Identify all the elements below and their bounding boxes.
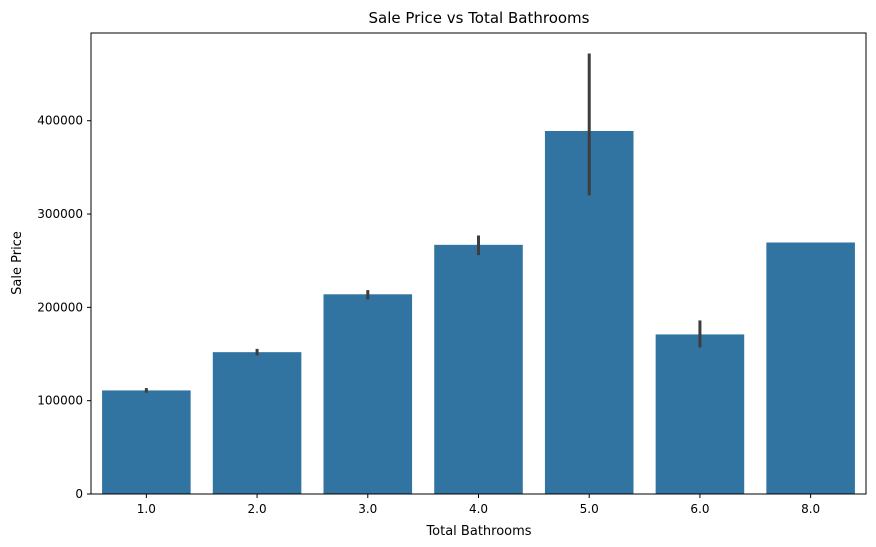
x-tick-label: 8.0 [801, 502, 820, 516]
x-tick-label: 4.0 [469, 502, 488, 516]
y-axis-title: Sale Price [10, 231, 25, 295]
y-tick-label: 300000 [37, 207, 83, 221]
bars-group [102, 130, 855, 494]
bar-3.0 [323, 294, 413, 494]
y-tick-label: 200000 [37, 300, 83, 314]
x-tick-label: 3.0 [358, 502, 377, 516]
plot-frame [90, 32, 867, 495]
y-tick-label: 0 [75, 487, 83, 501]
x-tick-label: 6.0 [690, 502, 709, 516]
x-axis-title: Total Bathrooms [425, 524, 531, 539]
bar-4.0 [434, 244, 523, 494]
x-tick-label: 5.0 [580, 502, 599, 516]
x-tick-label: 2.0 [248, 502, 267, 516]
x-axis: 1.0 2.0 3.0 4.0 5.0 6.0 8.0 [137, 494, 820, 516]
chart-title: Sale Price vs Total Bathrooms [369, 9, 590, 27]
bar-8.0 [766, 242, 855, 494]
bar-6.0 [655, 334, 745, 494]
bar-2.0 [212, 352, 302, 494]
error-bars-group [144, 53, 702, 393]
x-tick-label: 1.0 [137, 502, 156, 516]
bar-1.0 [102, 390, 191, 494]
y-tick-label: 100000 [37, 394, 83, 408]
y-axis: 0 100000 200000 300000 400000 [37, 114, 91, 501]
y-tick-label: 400000 [37, 114, 83, 128]
